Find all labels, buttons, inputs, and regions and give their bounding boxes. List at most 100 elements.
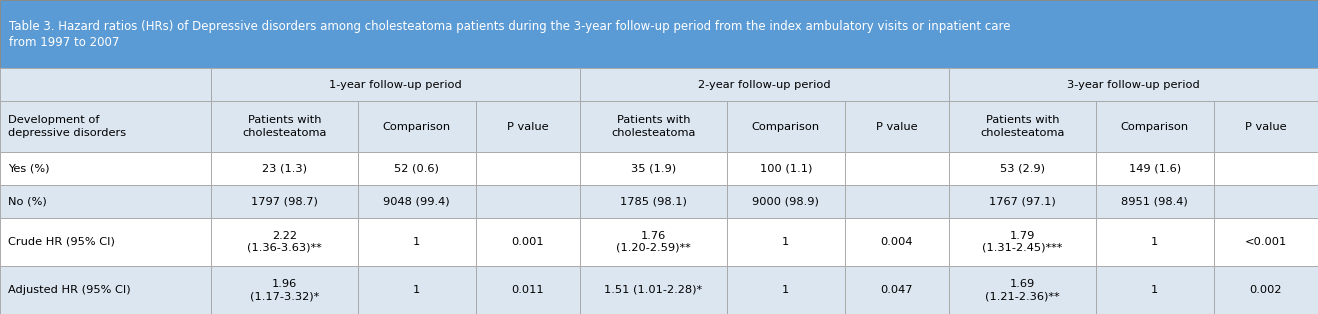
Text: 0.004: 0.004: [880, 237, 913, 247]
Bar: [357, 101, 476, 152]
Text: P value: P value: [1246, 122, 1286, 132]
Text: 35 (1.9): 35 (1.9): [631, 164, 676, 174]
Text: 53 (2.9): 53 (2.9): [1000, 164, 1045, 174]
Bar: [726, 218, 845, 266]
Bar: [726, 152, 845, 185]
Bar: [211, 218, 357, 266]
Text: Comparison: Comparison: [1120, 122, 1189, 132]
Text: 3-year follow-up period: 3-year follow-up period: [1068, 80, 1199, 90]
Text: Adjusted HR (95% CI): Adjusted HR (95% CI): [8, 285, 130, 295]
Bar: [1214, 101, 1318, 152]
Text: 0.002: 0.002: [1249, 285, 1282, 295]
Bar: [0, 218, 211, 266]
Text: 8951 (98.4): 8951 (98.4): [1122, 196, 1189, 206]
Bar: [476, 152, 580, 185]
Text: Crude HR (95% CI): Crude HR (95% CI): [8, 237, 115, 247]
Bar: [1095, 185, 1214, 218]
Text: Comparison: Comparison: [382, 122, 451, 132]
Bar: [476, 218, 580, 266]
Text: 9048 (99.4): 9048 (99.4): [384, 196, 449, 206]
Text: 1: 1: [413, 285, 420, 295]
Bar: [949, 101, 1095, 152]
Bar: [580, 266, 726, 314]
Bar: [357, 218, 476, 266]
Text: <0.001: <0.001: [1246, 237, 1288, 247]
Text: Table 3. Hazard ratios (HRs) of Depressive disorders among cholesteatoma patient: Table 3. Hazard ratios (HRs) of Depressi…: [9, 20, 1011, 49]
Bar: [845, 185, 949, 218]
Bar: [0, 152, 211, 185]
Text: 1.76
(1.20-2.59)**: 1.76 (1.20-2.59)**: [616, 230, 691, 253]
Text: No (%): No (%): [8, 196, 46, 206]
Bar: [949, 68, 1318, 101]
Bar: [726, 266, 845, 314]
Bar: [0, 185, 211, 218]
Text: 52 (0.6): 52 (0.6): [394, 164, 439, 174]
Bar: [1214, 218, 1318, 266]
Bar: [580, 68, 949, 101]
Text: 1: 1: [782, 237, 789, 247]
Text: 100 (1.1): 100 (1.1): [759, 164, 812, 174]
Bar: [845, 218, 949, 266]
Text: Comparison: Comparison: [751, 122, 820, 132]
Text: 0.001: 0.001: [511, 237, 544, 247]
Bar: [726, 101, 845, 152]
Bar: [949, 266, 1095, 314]
Bar: [211, 101, 357, 152]
Bar: [580, 152, 726, 185]
Text: P value: P value: [876, 122, 917, 132]
Bar: [1214, 185, 1318, 218]
Bar: [845, 152, 949, 185]
Text: Patients with
cholesteatoma: Patients with cholesteatoma: [981, 116, 1065, 138]
Text: Yes (%): Yes (%): [8, 164, 49, 174]
Bar: [580, 185, 726, 218]
Text: 1: 1: [782, 285, 789, 295]
Bar: [1214, 152, 1318, 185]
Bar: [211, 266, 357, 314]
Bar: [580, 218, 726, 266]
Bar: [949, 152, 1095, 185]
Bar: [1095, 152, 1214, 185]
Text: 1785 (98.1): 1785 (98.1): [619, 196, 687, 206]
Bar: [476, 101, 580, 152]
Bar: [949, 218, 1095, 266]
Text: 1.51 (1.01-2.28)*: 1.51 (1.01-2.28)*: [604, 285, 702, 295]
Text: 1-year follow-up period: 1-year follow-up period: [330, 80, 461, 90]
Bar: [211, 185, 357, 218]
Bar: [726, 185, 845, 218]
Text: 1767 (97.1): 1767 (97.1): [988, 196, 1056, 206]
Text: 1: 1: [413, 237, 420, 247]
Bar: [476, 185, 580, 218]
Bar: [476, 266, 580, 314]
Bar: [211, 152, 357, 185]
Bar: [0, 68, 211, 101]
Text: 1: 1: [1151, 285, 1159, 295]
Text: Patients with
cholesteatoma: Patients with cholesteatoma: [612, 116, 696, 138]
Bar: [357, 266, 476, 314]
Text: 1797 (98.7): 1797 (98.7): [250, 196, 318, 206]
Bar: [949, 185, 1095, 218]
Text: 1.79
(1.31-2.45)***: 1.79 (1.31-2.45)***: [982, 230, 1062, 253]
Bar: [1214, 266, 1318, 314]
Text: 23 (1.3): 23 (1.3): [262, 164, 307, 174]
Text: 149 (1.6): 149 (1.6): [1128, 164, 1181, 174]
Bar: [1095, 101, 1214, 152]
Bar: [0, 0, 1318, 68]
Text: 9000 (98.9): 9000 (98.9): [753, 196, 820, 206]
Text: 1.96
(1.17-3.32)*: 1.96 (1.17-3.32)*: [249, 279, 319, 301]
Bar: [580, 101, 726, 152]
Bar: [357, 185, 476, 218]
Text: 0.011: 0.011: [511, 285, 544, 295]
Text: 0.047: 0.047: [880, 285, 913, 295]
Bar: [845, 101, 949, 152]
Bar: [845, 266, 949, 314]
Bar: [1095, 218, 1214, 266]
Text: 2-year follow-up period: 2-year follow-up period: [699, 80, 830, 90]
Text: P value: P value: [507, 122, 548, 132]
Bar: [357, 152, 476, 185]
Bar: [0, 101, 211, 152]
Text: 1.69
(1.21-2.36)**: 1.69 (1.21-2.36)**: [985, 279, 1060, 301]
Bar: [0, 266, 211, 314]
Text: Development of
depressive disorders: Development of depressive disorders: [8, 116, 127, 138]
Bar: [1095, 266, 1214, 314]
Text: 2.22
(1.36-3.63)**: 2.22 (1.36-3.63)**: [246, 230, 322, 253]
